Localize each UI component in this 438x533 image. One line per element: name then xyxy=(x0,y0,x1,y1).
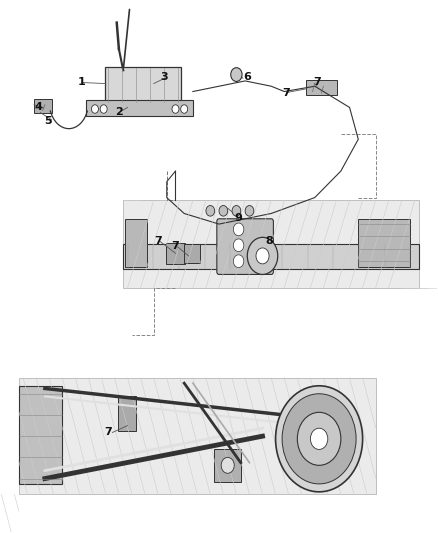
Circle shape xyxy=(233,223,244,236)
FancyBboxPatch shape xyxy=(118,396,136,431)
Text: 6: 6 xyxy=(244,71,251,82)
Text: 7: 7 xyxy=(283,87,290,98)
FancyBboxPatch shape xyxy=(214,449,241,482)
FancyBboxPatch shape xyxy=(166,243,185,264)
FancyBboxPatch shape xyxy=(184,244,200,263)
FancyBboxPatch shape xyxy=(217,219,273,274)
Text: 2: 2 xyxy=(115,107,123,117)
Circle shape xyxy=(297,413,341,465)
FancyBboxPatch shape xyxy=(105,67,181,103)
Text: 1: 1 xyxy=(78,77,86,87)
Text: 4: 4 xyxy=(34,102,42,112)
Text: 7: 7 xyxy=(313,77,321,87)
Circle shape xyxy=(233,239,244,252)
Text: 3: 3 xyxy=(161,72,168,82)
Circle shape xyxy=(172,105,179,114)
Circle shape xyxy=(276,386,363,492)
Circle shape xyxy=(231,68,242,82)
Circle shape xyxy=(181,105,187,114)
FancyBboxPatch shape xyxy=(125,219,147,266)
Circle shape xyxy=(311,428,328,449)
Text: 7: 7 xyxy=(172,241,179,252)
Text: 8: 8 xyxy=(265,236,273,246)
Circle shape xyxy=(245,206,254,216)
FancyBboxPatch shape xyxy=(123,200,419,288)
Text: 7: 7 xyxy=(154,236,162,246)
Circle shape xyxy=(219,206,228,216)
Circle shape xyxy=(206,206,215,216)
FancyBboxPatch shape xyxy=(19,386,62,484)
Circle shape xyxy=(100,105,107,114)
Circle shape xyxy=(233,255,244,268)
FancyBboxPatch shape xyxy=(306,80,337,95)
FancyBboxPatch shape xyxy=(358,219,410,266)
Circle shape xyxy=(247,237,278,274)
Text: 5: 5 xyxy=(44,116,52,126)
FancyBboxPatch shape xyxy=(86,100,193,116)
Circle shape xyxy=(232,206,241,216)
Circle shape xyxy=(256,248,269,264)
Circle shape xyxy=(221,457,234,473)
FancyBboxPatch shape xyxy=(19,378,376,495)
Circle shape xyxy=(92,105,99,114)
Circle shape xyxy=(282,394,356,484)
FancyBboxPatch shape xyxy=(34,99,52,114)
Text: 7: 7 xyxy=(104,427,112,437)
FancyBboxPatch shape xyxy=(123,244,419,269)
Text: 9: 9 xyxy=(235,213,243,223)
